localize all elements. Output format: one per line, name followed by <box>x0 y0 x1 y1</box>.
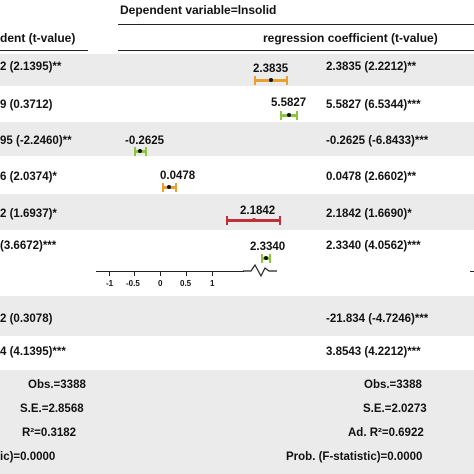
tick-mark <box>186 271 187 276</box>
left-column-header: dent (t-value) <box>0 31 76 45</box>
axis-break-icon <box>243 263 277 278</box>
tick-label: -1 <box>106 279 114 288</box>
tick-mark <box>160 271 161 276</box>
row4-ci-marker <box>162 183 177 192</box>
row2-left-value: 9 (0.3712) <box>0 99 53 111</box>
row6-left-value: (3.6672)*** <box>0 240 57 252</box>
stat-left-se: S.E.=2.8568 <box>20 403 84 415</box>
tick-mark <box>109 271 110 276</box>
tick-label: -0.5 <box>126 279 140 288</box>
row3-marker-label: -0.2625 <box>125 135 165 147</box>
stats-band <box>0 370 474 474</box>
row8-left-value: 4 (4.1395)*** <box>0 346 66 358</box>
row1-ci-marker <box>254 76 288 85</box>
row4-right-value: 0.0478 (2.6602)** <box>326 171 417 183</box>
row6-marker-label: 2.3340 <box>250 241 286 253</box>
row5-ci-marker <box>226 216 281 225</box>
header-rule-bottom-right <box>118 50 474 51</box>
x-axis-line <box>96 271 244 272</box>
stat-right-r2: Ad. R²=0.6922 <box>348 427 424 439</box>
tick-mark <box>134 271 135 276</box>
row-band-5 <box>0 194 474 230</box>
row1-right-value: 2.3835 (2.2212)** <box>326 61 417 73</box>
row3-ci-marker <box>134 147 147 156</box>
tick-mark <box>212 271 213 276</box>
tick-label: 0 <box>158 279 163 288</box>
row-band-1 <box>0 54 474 86</box>
row5-right-value: 2.1842 (1.6690)* <box>326 208 412 220</box>
row5-left-value: 2 (1.6937)* <box>0 208 57 220</box>
row3-right-value: -0.2625 (-6.8433)*** <box>326 135 429 147</box>
row3-left-value: 95 (-2.2460)** <box>0 135 72 147</box>
x-axis-tail <box>470 271 474 272</box>
right-column-header: regression coefficient (t-value) <box>263 31 438 45</box>
row-band-3 <box>0 122 474 156</box>
row4-left-value: 6 (2.0374)* <box>0 171 57 183</box>
row1-marker-label: 2.3835 <box>253 63 289 75</box>
row2-ci-marker <box>280 111 298 120</box>
row8-right-value: 3.8543 (4.2212)*** <box>326 346 421 358</box>
row2-marker-label: 5.5827 <box>271 97 307 109</box>
stat-right-prob: Prob. (F-statistic)=0.0000 <box>286 451 423 463</box>
tick-label: 1 <box>210 279 215 288</box>
row6-ci-marker <box>261 254 271 263</box>
row4-marker-label: 0.0478 <box>160 170 196 182</box>
header-rule-bottom <box>0 50 88 51</box>
header-rule-top <box>118 24 474 25</box>
stat-left-r2: R²=0.3182 <box>22 427 77 439</box>
row-band-7 <box>0 296 474 336</box>
stat-left-obs: Obs.=3388 <box>28 379 86 391</box>
stat-right-se: S.E.=2.0273 <box>363 403 427 415</box>
row7-right-value: -21.834 (-4.7246)*** <box>326 313 429 325</box>
row6-right-value: 2.3340 (4.0562)*** <box>326 240 421 252</box>
dependent-variable-header: Dependent variable=lnsolid <box>120 3 277 17</box>
tick-label: 0.5 <box>180 279 192 288</box>
row7-left-value: 2 (0.3078) <box>0 313 53 325</box>
stat-left-prob: ic)=0.0000 <box>0 451 56 463</box>
row2-right-value: 5.5827 (6.5344)*** <box>326 99 421 111</box>
stat-right-obs: Obs.=3388 <box>364 379 422 391</box>
row1-left-value: 2 (2.1395)** <box>0 61 62 73</box>
row5-marker-label: 2.1842 <box>240 205 276 217</box>
